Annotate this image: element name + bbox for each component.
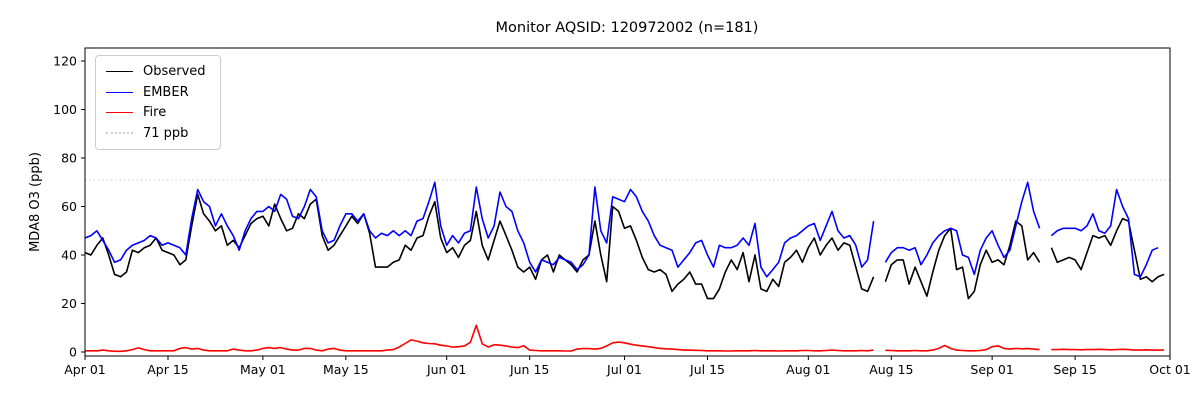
y-tick-label: 0 (69, 345, 77, 360)
x-tick-label: May 01 (240, 362, 286, 377)
legend-label-fire: Fire (143, 105, 167, 120)
series-line-observed (1050, 217, 1165, 283)
y-tick-label: 120 (53, 54, 77, 69)
chart-title: Monitor AQSID: 120972002 (n=181) (496, 20, 759, 36)
legend: Observed EMBER Fire 71 ppb (95, 55, 221, 150)
threshold-line-sample (106, 132, 133, 134)
legend-item-threshold: 71 ppb (106, 126, 206, 141)
plot-border (84, 47, 1171, 357)
series-line-ember (84, 181, 875, 278)
series-line-fire (1051, 348, 1165, 351)
y-tick-label: 40 (61, 248, 77, 263)
observed-line-sample (106, 71, 133, 72)
legend-label-threshold: 71 ppb (143, 125, 189, 141)
y-tick-label: 100 (53, 102, 77, 117)
x-tick-label: Aug 15 (869, 362, 913, 377)
legend-item-fire: Fire (106, 105, 206, 120)
x-tick-label: Apr 01 (64, 362, 106, 377)
y-tick-label: 20 (61, 296, 77, 311)
x-tick-label: Jul 15 (689, 362, 725, 377)
y-tick-label: 60 (61, 199, 77, 214)
legend-item-ember: EMBER (106, 85, 206, 100)
legend-item-observed: Observed (106, 64, 206, 79)
series-line-observed (84, 193, 875, 300)
x-tick-label: Jun 15 (509, 362, 549, 377)
x-tick-label: Jun 01 (426, 362, 466, 377)
series-line-observed (884, 220, 1041, 300)
x-tick-label: Apr 15 (147, 362, 189, 377)
series-line-fire (85, 324, 874, 353)
legend-label-observed: Observed (143, 64, 206, 79)
series-line-ember (884, 181, 1041, 276)
y-axis-label: MDA8 O3 (ppb) (28, 152, 43, 252)
x-tick-label: Sep 15 (1053, 362, 1096, 377)
fire-line-sample (106, 112, 133, 113)
series-line-fire (885, 344, 1040, 352)
series-line-ember (1050, 188, 1159, 278)
x-tick-label: Jul 01 (606, 362, 642, 377)
x-tick-label: May 15 (323, 362, 369, 377)
x-tick-label: Sep 01 (970, 362, 1013, 377)
plot-layer: 0 20 40 60 80 100 120 Apr 01 Apr 15 May 01 May 15 J… (53, 47, 1191, 377)
x-tick-label: Aug 01 (786, 362, 830, 377)
y-tick-label: 80 (61, 151, 77, 166)
x-tick-label: Oct 01 (1149, 362, 1191, 377)
legend-label-ember: EMBER (143, 84, 189, 100)
ember-line-sample (106, 91, 133, 93)
